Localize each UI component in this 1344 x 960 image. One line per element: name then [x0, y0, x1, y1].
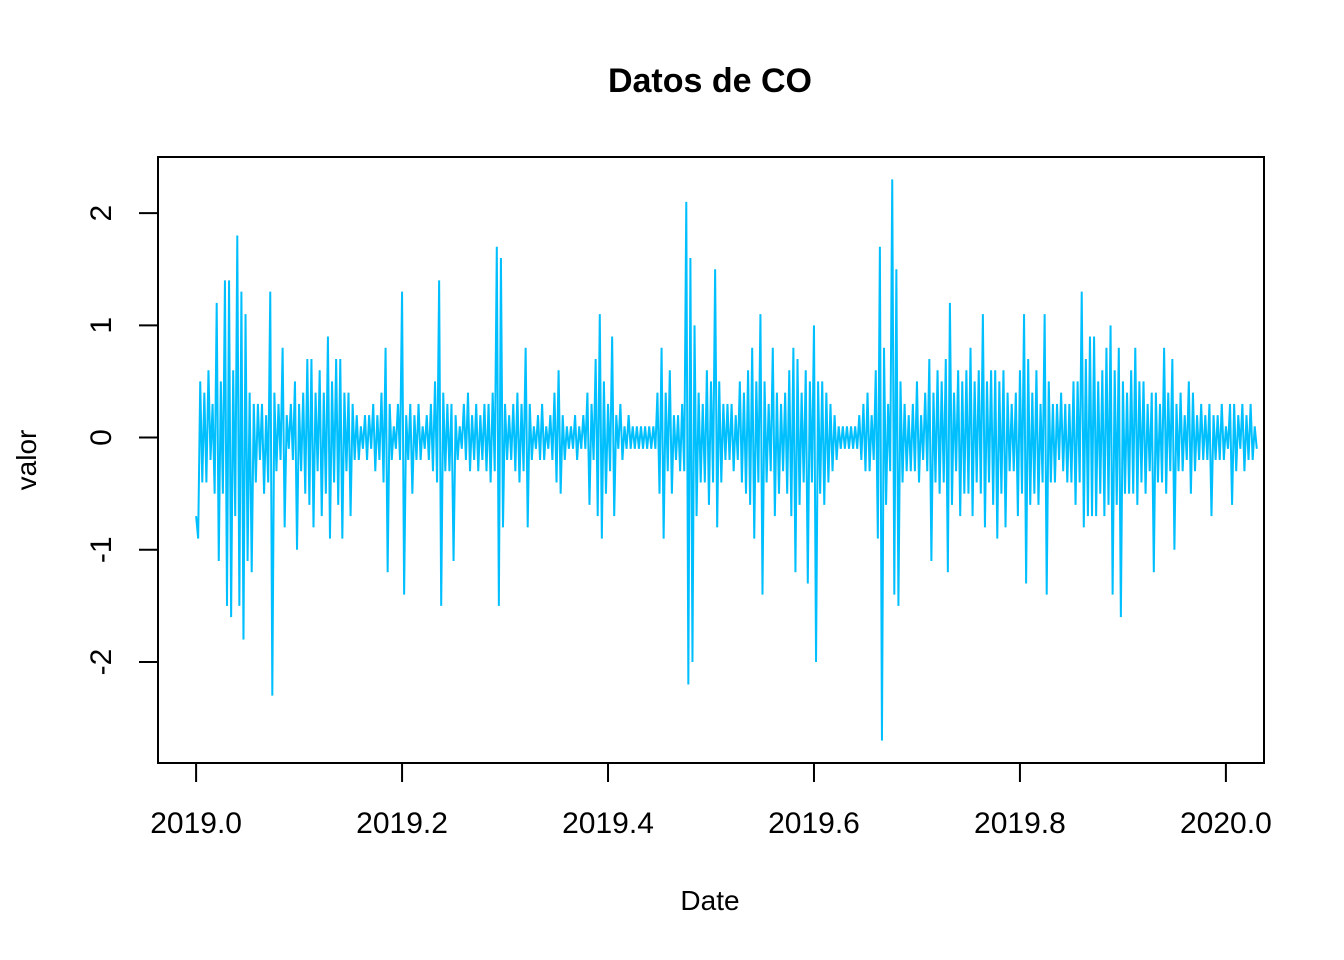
y-tick-label: -2 [85, 649, 118, 676]
y-tick-label: -1 [85, 536, 118, 563]
y-tick-label: 1 [85, 317, 118, 334]
x-tick-label: 2019.8 [974, 807, 1066, 840]
y-axis: -2 -1 0 1 2 [85, 205, 159, 676]
chart-title: Datos de CO [608, 62, 812, 100]
y-tick-label: 0 [85, 429, 118, 446]
x-axis-label: Date [680, 885, 739, 916]
x-tick-label: 2019.2 [356, 807, 448, 840]
x-tick-label: 2019.0 [150, 807, 242, 840]
x-tick-label: 2020.0 [1180, 807, 1272, 840]
x-tick-label: 2019.6 [768, 807, 860, 840]
series-layer [195, 179, 1258, 741]
x-axis: 2019.0 2019.2 2019.4 2019.6 2019.8 2020.0 [150, 762, 1272, 840]
series-line-1 [195, 179, 1258, 741]
plot-frame [157, 156, 1265, 764]
y-tick-label: 2 [85, 205, 118, 222]
x-tick-label: 2019.4 [562, 807, 654, 840]
y-axis-label: valor [11, 430, 42, 491]
